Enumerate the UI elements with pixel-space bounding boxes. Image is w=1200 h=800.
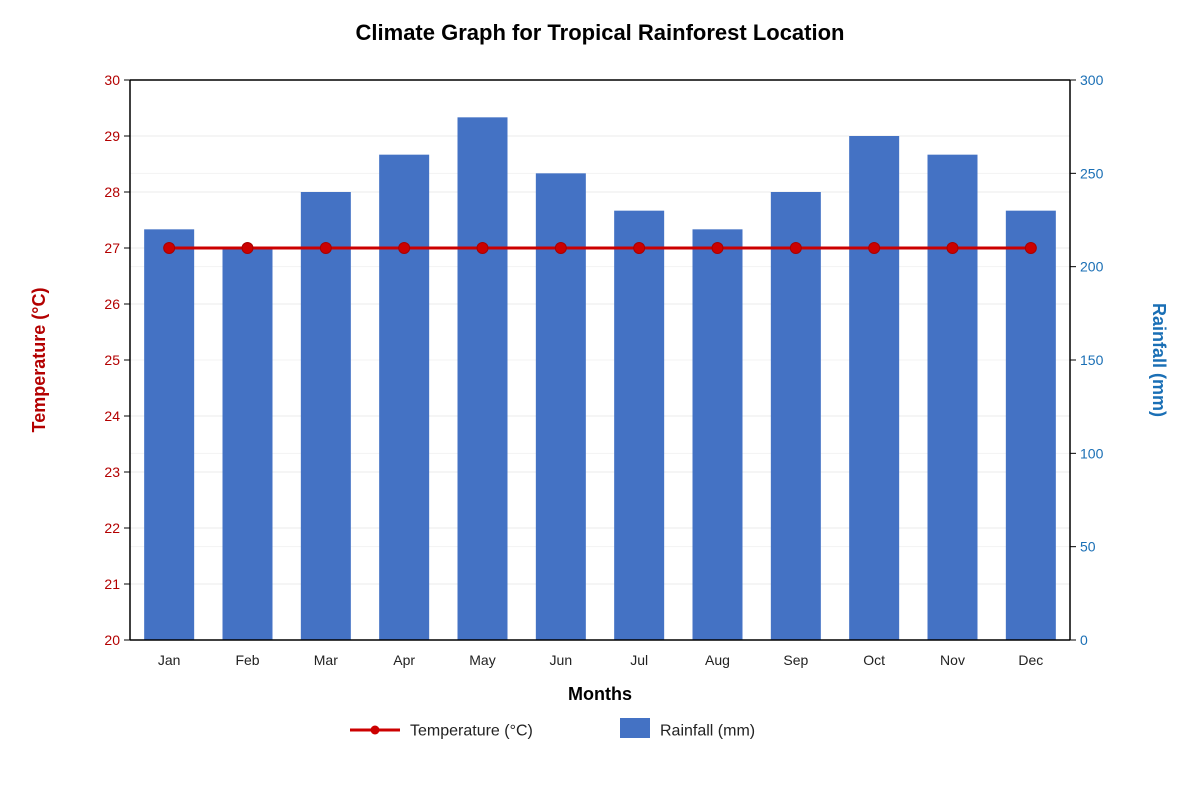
rainfall-bar [300, 192, 351, 640]
temperature-point [241, 242, 254, 254]
left-tick-label: 23 [104, 464, 120, 480]
x-tick-label: Apr [393, 652, 415, 668]
rainfall-bar [379, 154, 430, 640]
temperature-point [1024, 242, 1037, 254]
right-axis-ticks: 0 50 100 150 200 250 300 [1070, 72, 1104, 648]
temperature-point [789, 242, 802, 254]
x-axis-title: Months [568, 684, 632, 704]
x-tick-label: Sep [783, 652, 808, 668]
x-tick-label: Dec [1018, 652, 1043, 668]
right-tick-label: 0 [1080, 632, 1088, 648]
left-tick-label: 22 [104, 520, 120, 536]
temperature-point [868, 242, 881, 254]
left-tick-label: 29 [104, 128, 120, 144]
legend-temperature-marker [370, 725, 380, 735]
x-tick-label: Feb [235, 652, 259, 668]
legend-temperature-label: Temperature (°C) [410, 723, 533, 740]
rainfall-bar [692, 229, 743, 641]
left-tick-label: 20 [104, 632, 120, 648]
temperature-point [946, 242, 959, 254]
rainfall-bar [770, 192, 821, 640]
right-tick-label: 150 [1080, 352, 1104, 368]
rainfall-bar [1005, 210, 1056, 640]
right-tick-label: 50 [1080, 539, 1096, 555]
temperature-point [476, 242, 489, 254]
rainfall-bar [222, 248, 273, 640]
x-tick-label: May [469, 652, 495, 668]
rainfall-bar [849, 136, 900, 640]
rainfall-bar [614, 210, 665, 640]
left-tick-label: 30 [104, 72, 120, 88]
right-tick-label: 200 [1080, 259, 1104, 275]
left-tick-label: 28 [104, 184, 120, 200]
right-tick-label: 100 [1080, 445, 1104, 461]
temperature-point [398, 242, 411, 254]
x-tick-label: Jul [630, 652, 648, 668]
left-axis-title: Temperature (°C) [29, 288, 49, 433]
rainfall-bar [457, 117, 508, 641]
x-tick-label: Mar [314, 652, 338, 668]
x-tick-label: Jan [158, 652, 181, 668]
temperature-point [163, 242, 176, 254]
left-tick-label: 25 [104, 352, 120, 368]
x-tick-label: Nov [940, 652, 965, 668]
right-axis-title: Rainfall (mm) [1149, 303, 1169, 417]
chart-title: Climate Graph for Tropical Rainforest Lo… [356, 20, 845, 45]
legend: Temperature (°C) Rainfall (mm) [350, 718, 755, 740]
temperature-point [633, 242, 646, 254]
temperature-point [319, 242, 332, 254]
right-tick-label: 250 [1080, 165, 1104, 181]
temperature-point [711, 242, 724, 254]
left-tick-label: 24 [104, 408, 120, 424]
x-tick-label: Aug [705, 652, 730, 668]
right-tick-label: 300 [1080, 72, 1104, 88]
left-tick-label: 26 [104, 296, 120, 312]
left-tick-label: 27 [104, 240, 120, 256]
temperature-point [554, 242, 567, 254]
legend-rainfall-swatch [620, 718, 650, 738]
x-axis-ticks: Jan Feb Mar Apr May Jun Jul Aug Sep Oct Nov Dec [158, 652, 1043, 668]
rainfall-bar [144, 229, 195, 641]
temperature-line [163, 242, 1037, 254]
rainfall-bar [927, 154, 978, 640]
legend-rainfall-label: Rainfall (mm) [660, 723, 755, 740]
left-axis-ticks: 20 21 22 23 24 25 26 27 28 29 30 [104, 72, 130, 648]
left-tick-label: 21 [104, 576, 120, 592]
x-tick-label: Jun [550, 652, 573, 668]
rainfall-bars [144, 117, 1056, 641]
x-tick-label: Oct [863, 652, 885, 668]
